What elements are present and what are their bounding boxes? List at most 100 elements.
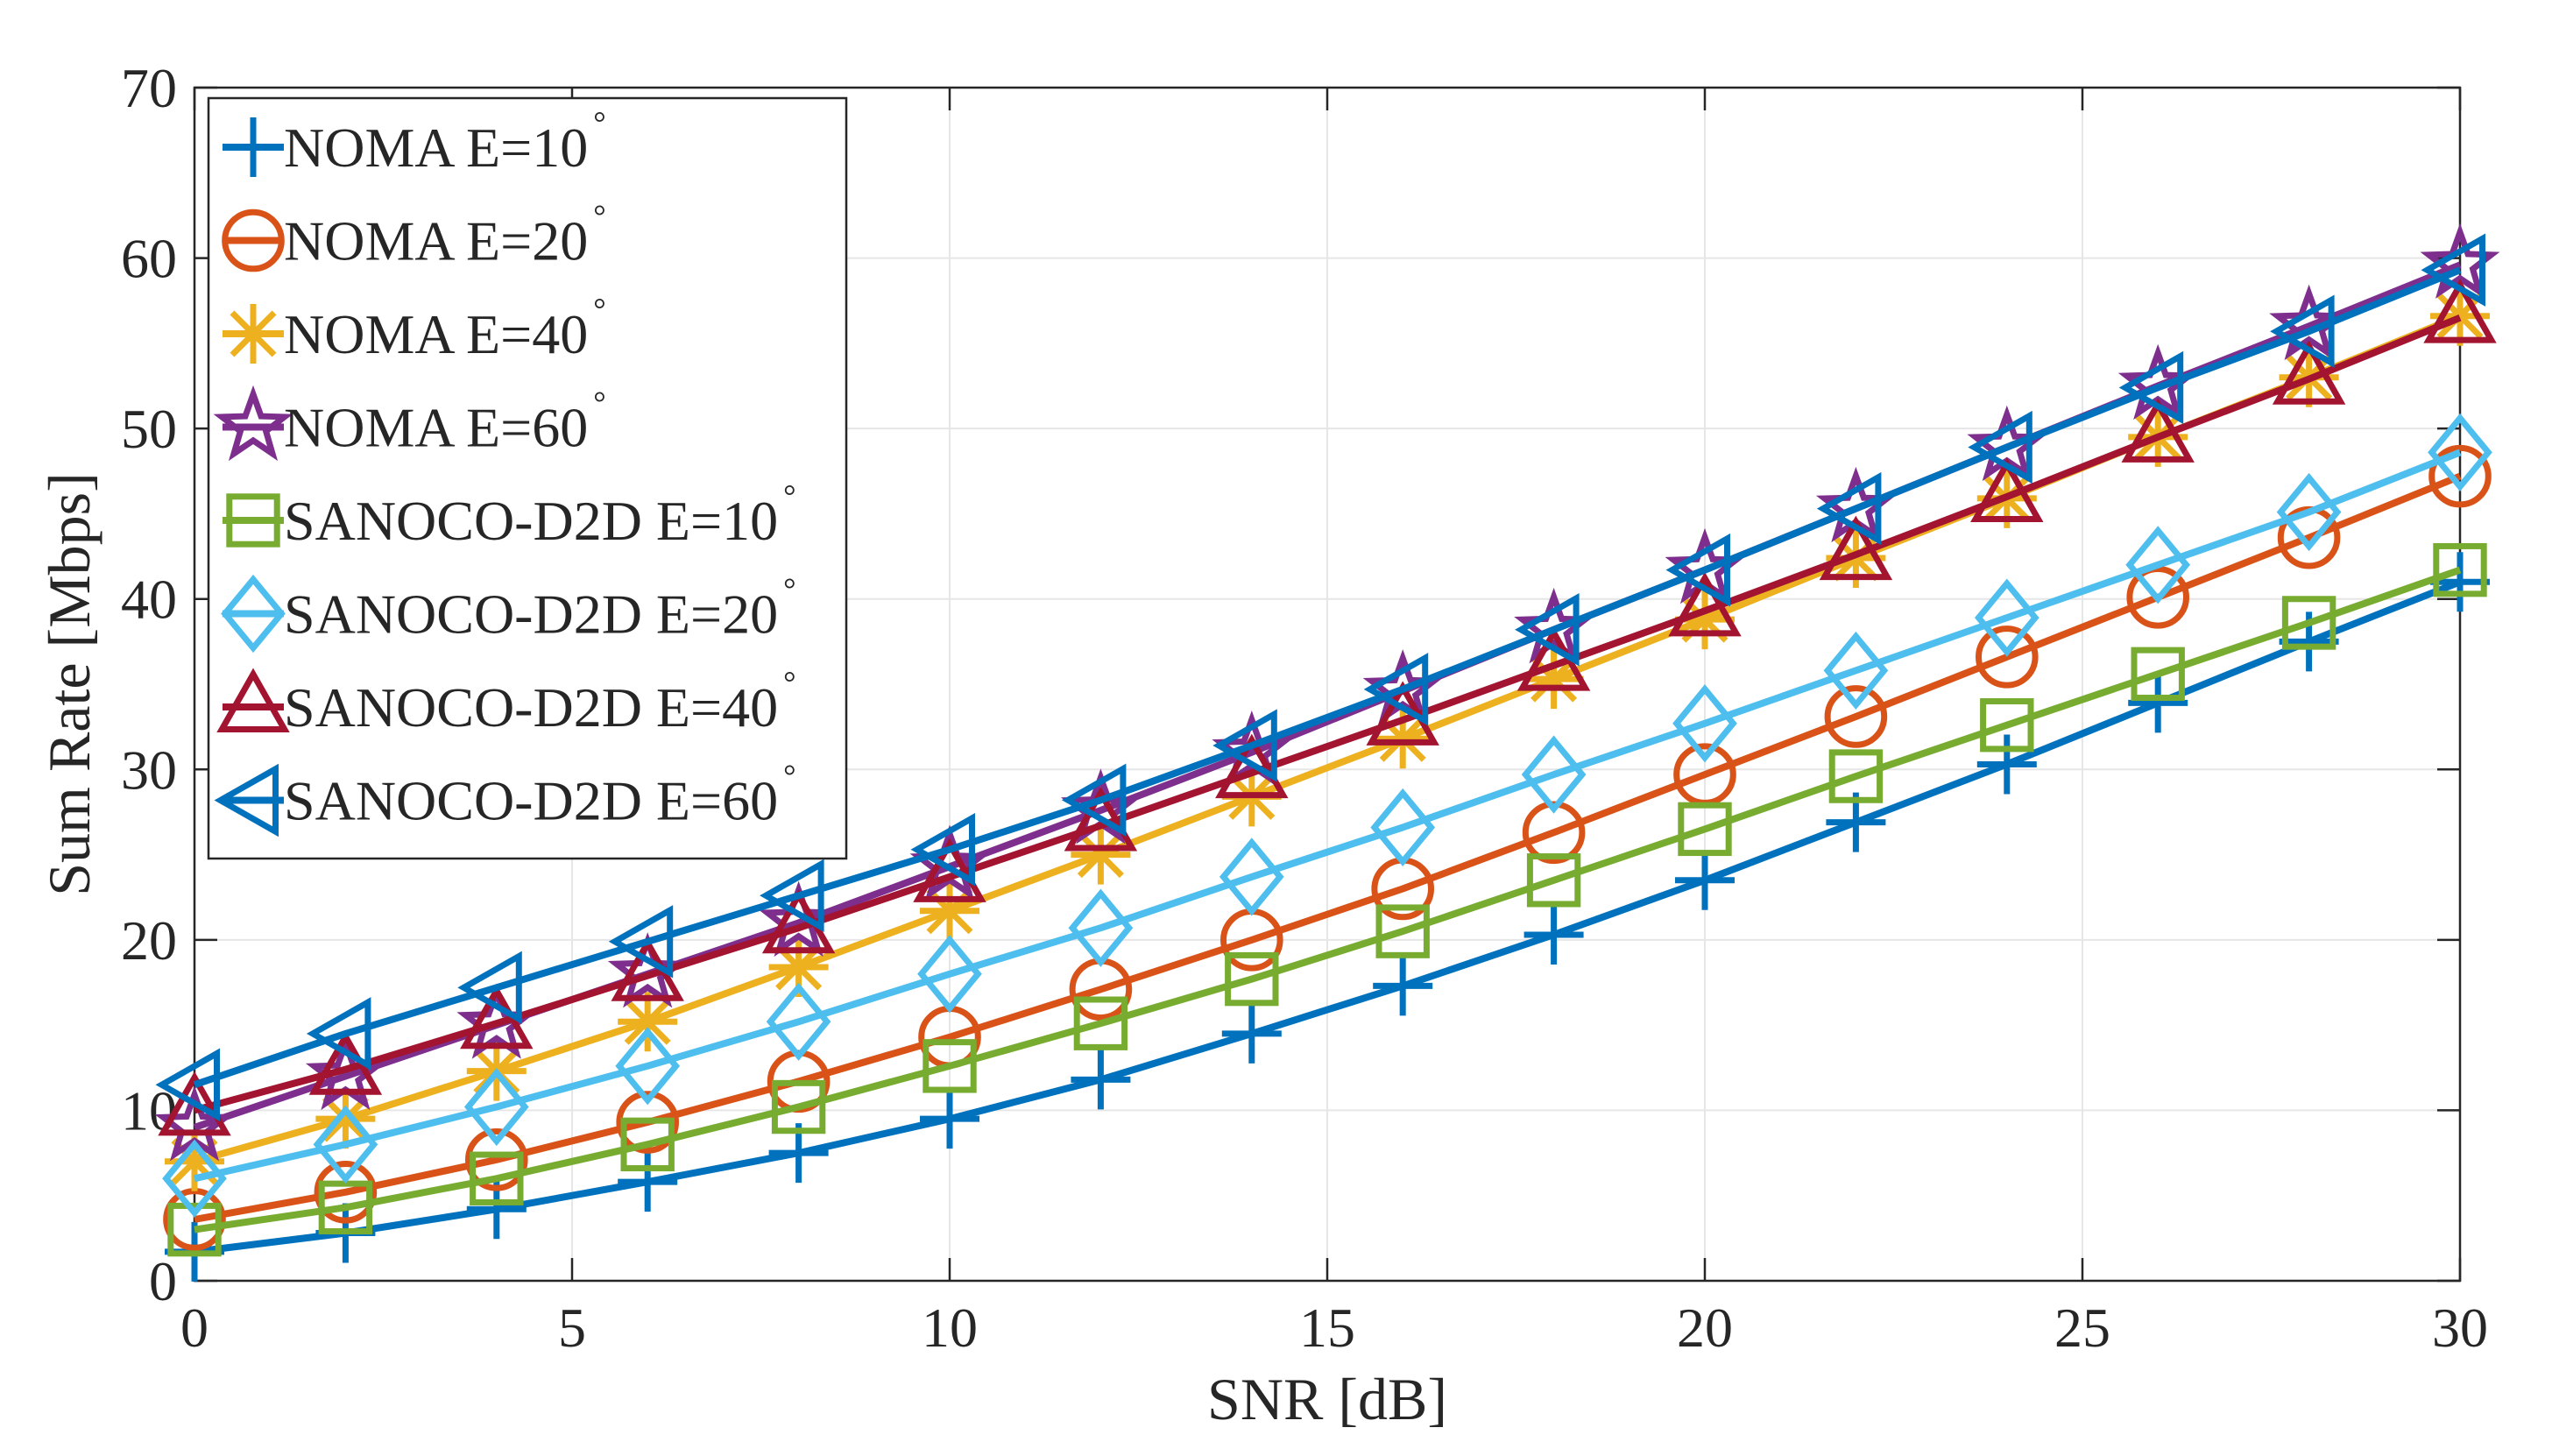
series-line-noma-e-20 — [194, 472, 2462, 1223]
data-point-sanoco-d2d-e-10 — [1678, 802, 1732, 857]
data-point-sanoco-d2d-e-20 — [766, 982, 831, 1061]
data-point-noma-e-20 — [465, 1128, 528, 1191]
x-tick-label: 30 — [2432, 1297, 2488, 1359]
legend-label: NOMA E=20 — [284, 210, 588, 272]
data-point-noma-e-20 — [1824, 685, 1888, 748]
data-point-sanoco-d2d-e-40 — [1970, 457, 2044, 522]
x-tick-label: 15 — [1299, 1297, 1355, 1359]
data-point-noma-e-10 — [2128, 673, 2188, 733]
legend-degree-symbol: ° — [593, 385, 605, 421]
data-point-sanoco-d2d-e-40 — [1215, 733, 1289, 799]
data-point-sanoco-d2d-e-20 — [313, 1105, 378, 1184]
data-point-noma-e-10 — [1523, 905, 1584, 965]
data-point-noma-e-20 — [2428, 444, 2492, 508]
series-noma-e-20 — [163, 444, 2492, 1251]
data-point-sanoco-d2d-e-20 — [615, 1027, 681, 1106]
data-point-noma-e-20 — [1976, 626, 2039, 689]
data-point-sanoco-d2d-e-20 — [1219, 838, 1284, 916]
data-point-sanoco-d2d-e-60 — [2270, 294, 2335, 368]
x-tick-label: 25 — [2054, 1297, 2110, 1359]
legend-label: NOMA E=40 — [284, 303, 588, 365]
data-point-sanoco-d2d-e-20 — [2125, 526, 2191, 604]
data-point-sanoco-d2d-e-10 — [2131, 647, 2185, 702]
series-line-sanoco-d2d-e-20 — [194, 449, 2462, 1183]
legend-degree-symbol: ° — [783, 478, 795, 513]
data-point-sanoco-d2d-e-10 — [1073, 996, 1128, 1050]
data-point-sanoco-d2d-e-20 — [2276, 472, 2342, 552]
y-tick-label: 70 — [121, 57, 177, 119]
data-point-noma-e-10 — [618, 1152, 678, 1212]
data-point-sanoco-d2d-e-60 — [1665, 533, 1730, 607]
data-point-sanoco-d2d-e-60 — [1212, 709, 1277, 782]
data-point-sanoco-d2d-e-20 — [2428, 413, 2492, 491]
legend-marker — [214, 763, 279, 838]
data-point-sanoco-d2d-e-20 — [1521, 735, 1587, 814]
y-tick-label: 30 — [121, 739, 177, 801]
data-point-sanoco-d2d-e-20 — [162, 1139, 227, 1218]
legend-degree-symbol: ° — [593, 199, 605, 234]
data-point-sanoco-d2d-e-60 — [2118, 350, 2184, 425]
data-point-noma-e-20 — [2126, 565, 2189, 629]
data-point-sanoco-d2d-e-10 — [1375, 904, 1430, 958]
legend-degree-symbol: ° — [783, 665, 795, 700]
data-point-noma-e-10 — [1071, 1050, 1131, 1110]
data-point-sanoco-d2d-e-40 — [1819, 515, 1893, 581]
data-point-noma-e-10 — [1221, 1003, 1282, 1064]
legend-degree-symbol: ° — [593, 292, 605, 327]
data-point-sanoco-d2d-e-10 — [2281, 596, 2336, 650]
data-point-noma-e-20 — [314, 1161, 378, 1224]
data-point-sanoco-d2d-e-40 — [2121, 398, 2195, 463]
legend-entry: NOMA E=10 ° — [223, 105, 606, 179]
data-point-sanoco-d2d-e-10 — [1225, 951, 1279, 1007]
legend-entry: NOMA E=60 ° — [213, 385, 606, 462]
y-tick-label: 50 — [121, 398, 177, 460]
data-point-sanoco-d2d-e-10 — [620, 1117, 675, 1172]
legend-entry: NOMA E=20 ° — [222, 199, 606, 272]
legend-degree-symbol: ° — [783, 759, 795, 794]
data-point-noma-e-20 — [616, 1091, 680, 1154]
series-line-sanoco-d2d-e-10 — [194, 566, 2462, 1233]
series-sanoco-d2d-e-10 — [167, 542, 2487, 1257]
data-point-sanoco-d2d-e-20 — [1823, 631, 1889, 710]
legend-entry: SANOCO-D2D E=40 ° — [216, 665, 796, 739]
series-sanoco-d2d-e-40 — [158, 279, 2497, 1136]
data-point-sanoco-d2d-e-60 — [910, 813, 975, 887]
data-point-noma-e-10 — [2430, 552, 2490, 612]
legend-entry: SANOCO-D2D E=60 ° — [214, 759, 796, 838]
legend-degree-symbol: ° — [783, 572, 795, 607]
data-point-sanoco-d2d-e-10 — [167, 1202, 222, 1257]
legend-marker — [222, 209, 285, 272]
series-line-sanoco-d2d-e-40 — [193, 314, 2462, 1114]
legend-marker — [226, 493, 280, 548]
data-point-sanoco-d2d-e-60 — [2421, 233, 2485, 307]
legend-entry: SANOCO-D2D E=20 ° — [221, 572, 796, 654]
data-point-noma-e-40 — [1523, 649, 1584, 710]
data-point-noma-e-10 — [920, 1089, 979, 1149]
data-point-sanoco-d2d-e-40 — [913, 838, 986, 902]
data-point-sanoco-d2d-e-10 — [318, 1180, 373, 1235]
legend-label: SANOCO-D2D E=10 — [284, 490, 778, 552]
data-point-sanoco-d2d-e-60 — [1363, 653, 1429, 726]
data-point-sanoco-d2d-e-20 — [917, 935, 982, 1014]
data-point-sanoco-d2d-e-60 — [1816, 471, 1882, 546]
series-line-noma-e-10 — [194, 578, 2462, 1255]
legend: NOMA E=10 °NOMA E=20 °NOMA E=40 °NOMA E=60 °… — [207, 96, 848, 860]
data-point-sanoco-d2d-e-10 — [771, 1079, 826, 1134]
y-axis-label: Sum Rate [Mbps] — [36, 472, 103, 896]
legend-entry: SANOCO-D2D E=10 ° — [223, 478, 796, 552]
data-point-sanoco-d2d-e-60 — [155, 1048, 220, 1121]
legend-entry: NOMA E=40 ° — [223, 292, 606, 365]
data-point-sanoco-d2d-e-60 — [1515, 593, 1580, 667]
data-point-sanoco-d2d-e-60 — [306, 997, 371, 1071]
data-point-sanoco-d2d-e-40 — [1064, 787, 1138, 852]
legend-label: NOMA E=10 — [284, 117, 588, 179]
data-point-sanoco-d2d-e-40 — [1668, 571, 1742, 637]
data-point-sanoco-d2d-e-40 — [158, 1071, 231, 1136]
legend-label: SANOCO-D2D E=40 — [284, 676, 778, 739]
data-point-noma-e-10 — [1373, 956, 1433, 1016]
series-line-sanoco-d2d-e-60 — [193, 266, 2462, 1088]
x-tick-label: 20 — [1677, 1297, 1733, 1359]
legend-marker — [223, 304, 283, 364]
data-point-sanoco-d2d-e-10 — [1980, 697, 2034, 753]
legend-marker — [213, 385, 293, 462]
